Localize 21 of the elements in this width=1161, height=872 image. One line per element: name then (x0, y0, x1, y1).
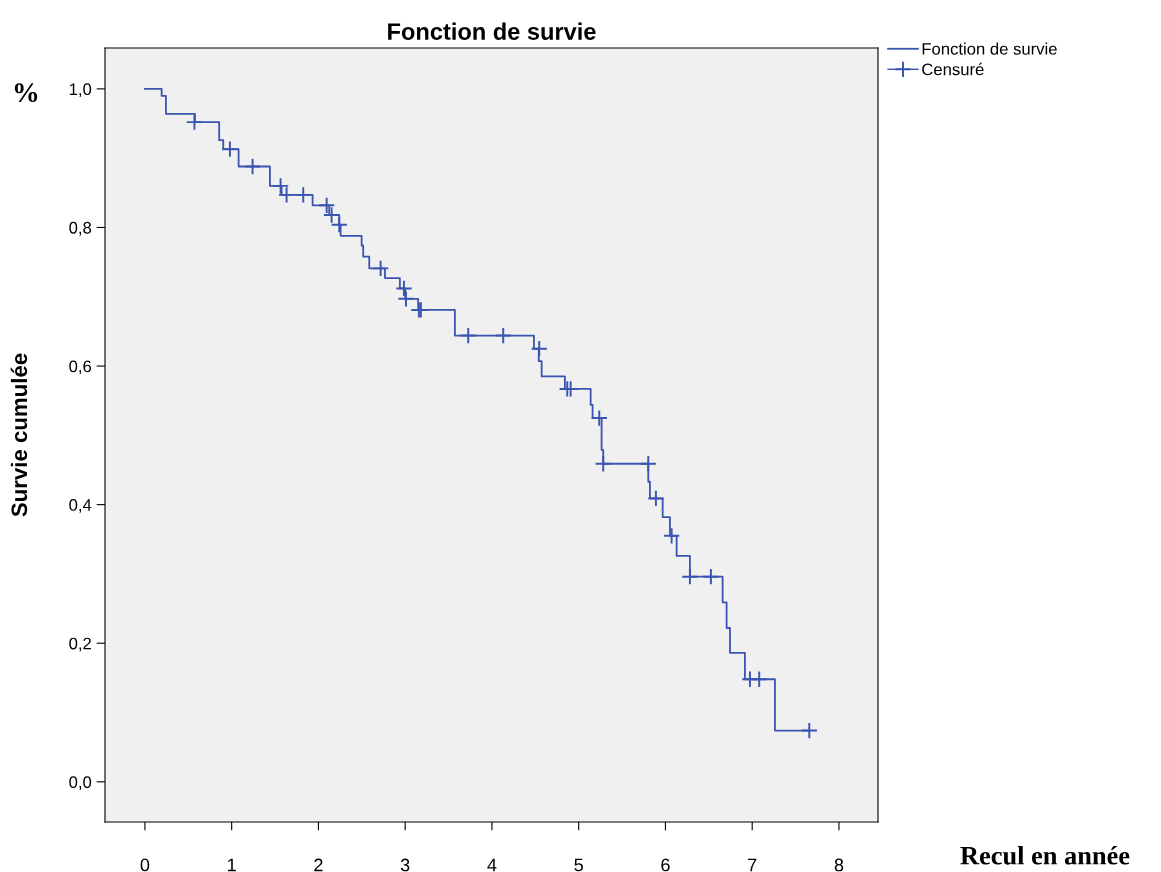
x-tick-label: 2 (314, 858, 323, 872)
x-tick-label: 7 (748, 858, 757, 872)
x-tick-label: 6 (661, 858, 670, 872)
x-tick-label: 8 (834, 858, 844, 872)
y-tick-label: 0,8 (69, 221, 92, 236)
y-axis-title: Survie cumulée (10, 353, 28, 517)
x-tick-label: 4 (487, 858, 497, 872)
x-tick-label: 5 (574, 858, 583, 872)
x-tick-label: 3 (400, 858, 410, 872)
x-axis-title: Recul en année (960, 845, 1130, 865)
text: % (14, 83, 38, 103)
chart-title: Fonction de survie (388, 22, 596, 40)
x-tick-label: 0 (140, 858, 150, 872)
y-tick-label: 0,6 (69, 360, 92, 375)
legend-label: Fonction de survie (922, 42, 1057, 55)
y-tick-label: 0,2 (69, 637, 91, 652)
y-tick-label: 1,0 (69, 83, 92, 98)
x-tick-label: 1 (228, 858, 236, 872)
legend-label: Censuré (922, 62, 984, 76)
y-tick-label: 0,0 (69, 776, 92, 790)
y-tick-label: 0,4 (69, 499, 92, 513)
